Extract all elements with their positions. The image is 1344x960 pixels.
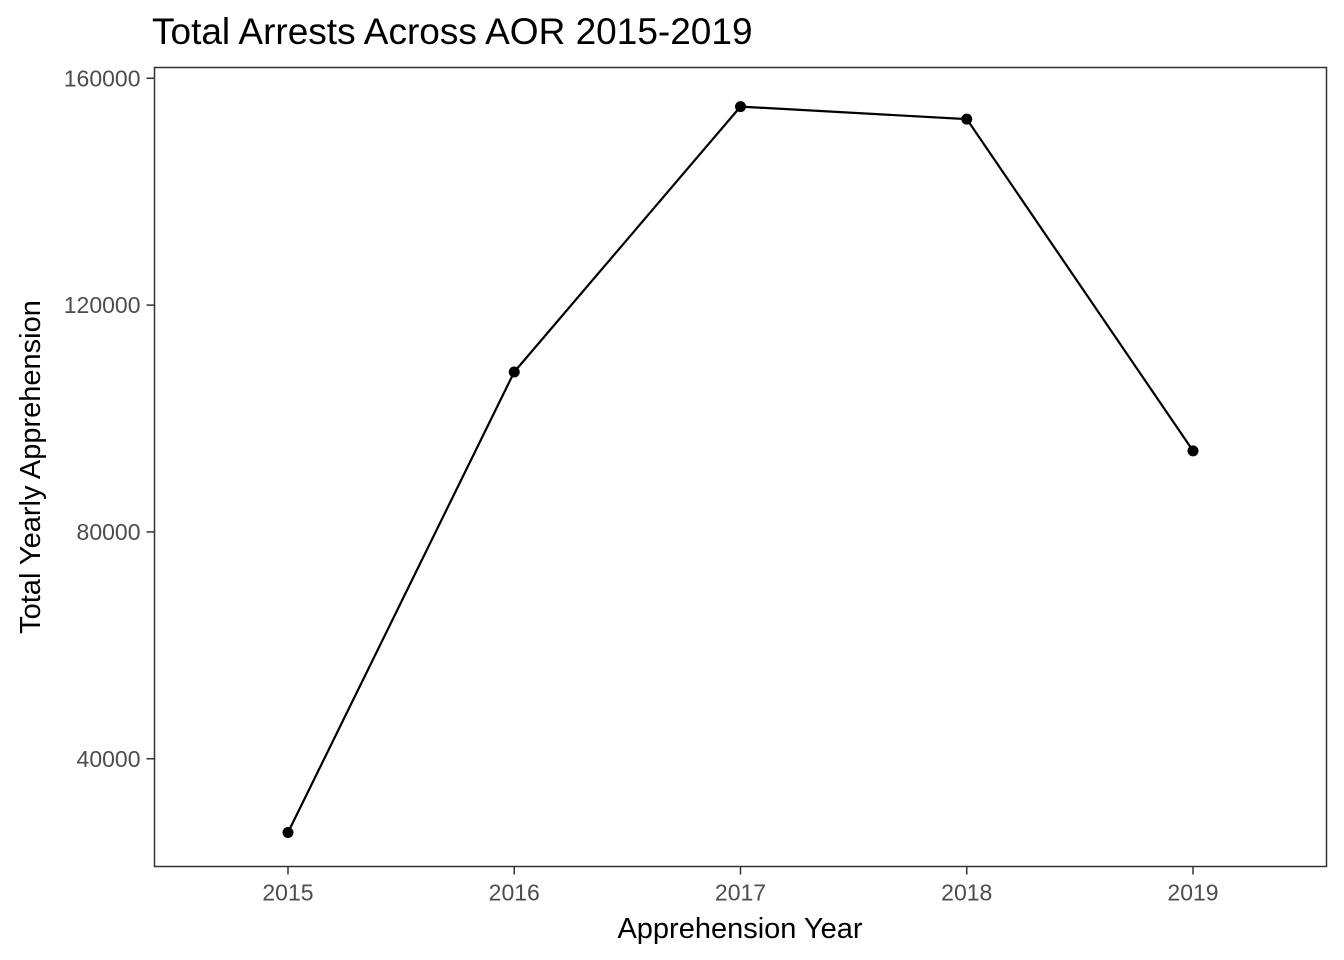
x-tick-label: 2017	[715, 880, 766, 906]
data-point-2016	[508, 366, 520, 378]
series-layer	[282, 101, 1199, 838]
y-axis: 40000 80000 120000 160000	[64, 65, 155, 772]
x-tick-label: 2019	[1167, 880, 1218, 906]
chart-title: Total Arrests Across AOR 2015-2019	[152, 11, 753, 52]
y-tick-label: 160000	[64, 65, 141, 91]
x-tick-label: 2018	[941, 880, 992, 906]
y-tick-label: 120000	[64, 292, 141, 318]
plot-panel	[153, 66, 1328, 868]
x-axis-title: Apprehension Year	[617, 913, 862, 945]
y-axis-title: Total Yearly Apprehension	[15, 300, 47, 634]
x-axis: 2015 2016 2017 2018 2019	[262, 866, 1219, 906]
data-point-2018	[961, 113, 973, 125]
x-tick-label: 2015	[262, 880, 313, 906]
y-tick-label: 40000	[77, 746, 141, 772]
data-point-2015	[282, 826, 294, 838]
y-tick-label: 80000	[77, 519, 141, 545]
data-point-2017	[735, 101, 746, 113]
x-tick-label: 2016	[489, 880, 540, 906]
data-point-2019	[1187, 445, 1199, 457]
